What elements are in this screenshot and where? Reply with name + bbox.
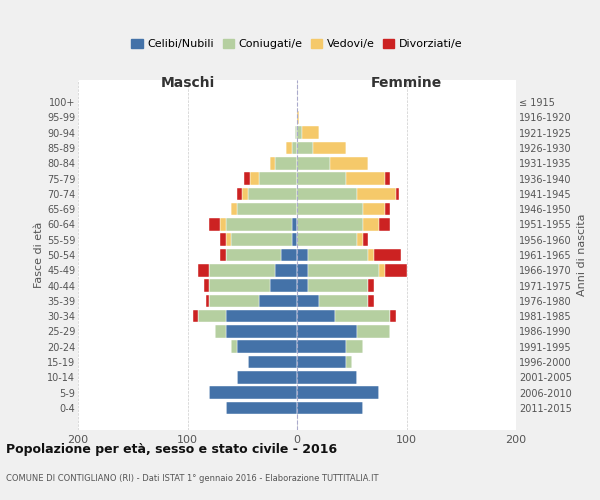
Bar (346, 172, 385, 185)
Y-axis label: Anni di nascita: Anni di nascita (577, 214, 587, 296)
Bar (209, 294, 259, 307)
Bar (220, 248, 226, 262)
Y-axis label: Fasce di età: Fasce di età (34, 222, 44, 288)
Bar (292, 142, 297, 154)
Bar (362, 218, 379, 230)
Bar (226, 218, 292, 230)
Bar (297, 371, 357, 384)
Bar (357, 188, 395, 200)
Bar (335, 310, 390, 322)
Bar (193, 310, 199, 322)
Bar (259, 294, 297, 307)
Bar (250, 172, 259, 185)
Bar (295, 126, 297, 139)
Bar (220, 234, 226, 246)
Bar (368, 280, 374, 292)
Text: Maschi: Maschi (160, 76, 215, 90)
Bar (209, 386, 297, 399)
Bar (390, 310, 395, 322)
Bar (362, 203, 385, 215)
Bar (237, 340, 297, 353)
Bar (232, 234, 292, 246)
Bar (206, 294, 209, 307)
Bar (286, 142, 292, 154)
Bar (297, 356, 346, 368)
Bar (385, 203, 390, 215)
Bar (237, 188, 242, 200)
Bar (297, 203, 362, 215)
Bar (308, 280, 368, 292)
Bar (199, 264, 209, 276)
Bar (226, 325, 297, 338)
Text: Popolazione per età, sesso e stato civile - 2016: Popolazione per età, sesso e stato civil… (6, 442, 337, 456)
Bar (368, 248, 374, 262)
Bar (232, 340, 237, 353)
Bar (297, 386, 379, 399)
Bar (209, 280, 269, 292)
Bar (346, 356, 352, 368)
Bar (379, 218, 390, 230)
Bar (226, 310, 297, 322)
Bar (297, 264, 308, 276)
Bar (226, 402, 297, 414)
Bar (269, 157, 275, 170)
Bar (297, 111, 299, 124)
Bar (330, 157, 368, 170)
Bar (297, 340, 346, 353)
Bar (226, 248, 281, 262)
Bar (199, 310, 226, 322)
Bar (259, 172, 297, 185)
Bar (297, 310, 335, 322)
Bar (313, 142, 346, 154)
Bar (297, 402, 362, 414)
Bar (297, 157, 330, 170)
Bar (297, 218, 362, 230)
Bar (226, 234, 232, 246)
Bar (292, 234, 297, 246)
Bar (297, 325, 357, 338)
Bar (209, 264, 275, 276)
Bar (275, 264, 297, 276)
Bar (302, 126, 319, 139)
Bar (319, 294, 368, 307)
Bar (204, 280, 209, 292)
Text: Femmine: Femmine (371, 76, 442, 90)
Bar (244, 172, 250, 185)
Bar (385, 172, 390, 185)
Bar (346, 340, 362, 353)
Bar (297, 248, 308, 262)
Bar (297, 188, 357, 200)
Bar (209, 218, 220, 230)
Bar (297, 280, 308, 292)
Bar (308, 264, 379, 276)
Bar (395, 188, 399, 200)
Bar (232, 203, 237, 215)
Bar (237, 203, 297, 215)
Bar (379, 264, 385, 276)
Bar (362, 234, 368, 246)
Bar (220, 218, 226, 230)
Bar (357, 234, 363, 246)
Bar (237, 371, 297, 384)
Bar (297, 142, 313, 154)
Bar (357, 325, 390, 338)
Bar (275, 157, 297, 170)
Bar (368, 294, 374, 307)
Bar (308, 248, 368, 262)
Bar (281, 248, 297, 262)
Text: COMUNE DI CONTIGLIANO (RI) - Dati ISTAT 1° gennaio 2016 - Elaborazione TUTTITALI: COMUNE DI CONTIGLIANO (RI) - Dati ISTAT … (6, 474, 379, 483)
Bar (215, 325, 226, 338)
Bar (248, 356, 297, 368)
Bar (269, 280, 297, 292)
Bar (297, 126, 302, 139)
Bar (385, 264, 407, 276)
Bar (248, 188, 297, 200)
Bar (297, 234, 357, 246)
Bar (297, 172, 346, 185)
Legend: Celibi/Nubili, Coniugati/e, Vedovi/e, Divorziati/e: Celibi/Nubili, Coniugati/e, Vedovi/e, Di… (127, 34, 467, 54)
Bar (242, 188, 248, 200)
Bar (374, 248, 401, 262)
Bar (297, 294, 319, 307)
Bar (292, 218, 297, 230)
